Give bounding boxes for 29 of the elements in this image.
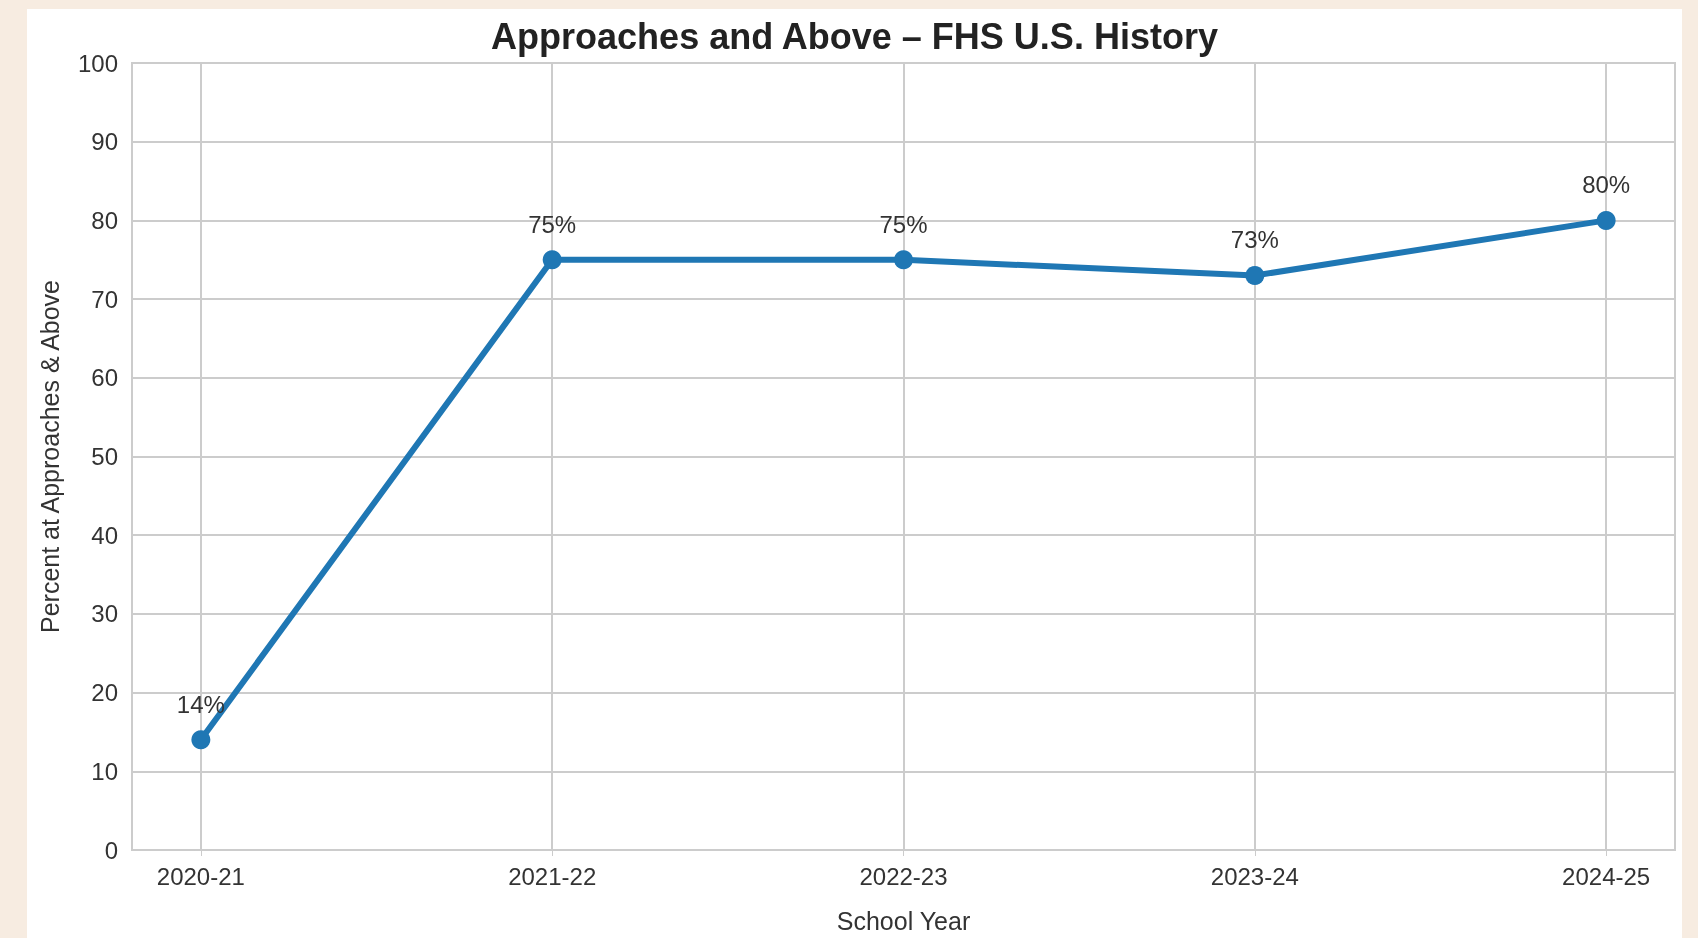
point [1596,210,1616,230]
x-tick-label: 2021-22 [508,862,597,890]
y-tick-label: 80 [91,206,118,234]
point [1245,265,1265,285]
y-tick-label: 70 [91,285,118,313]
x-tick-label: 2022-23 [859,862,948,890]
y-tick-label: 30 [91,600,118,628]
y-tick-label: 20 [91,679,118,707]
y-tick-label: 40 [91,521,118,549]
data-label: 75% [528,210,577,238]
y-tick-label: 0 [104,836,118,864]
x-tick-label: 2020-21 [156,862,245,890]
y-tick-label: 60 [91,364,118,392]
y-axis-title: Percent at Approaches & Above [35,279,64,634]
point [191,730,211,750]
chart-title: Approaches and Above – FHS U.S. History [491,15,1218,57]
point [894,250,913,270]
data-label: 73% [1230,226,1279,254]
point [542,250,562,270]
x-tick-label: 2023-24 [1210,862,1299,890]
y-tick-label: 50 [91,443,118,470]
y-tick-label: 100 [77,49,118,77]
data-label: 14% [176,690,225,718]
data-label: 80% [1582,171,1631,199]
x-axis-title: School Year [836,906,971,935]
data-label: 75% [879,210,928,238]
y-tick-label: 10 [91,757,118,785]
x-tick-label: 2024-25 [1562,862,1651,890]
y-tick-label: 90 [91,128,118,156]
